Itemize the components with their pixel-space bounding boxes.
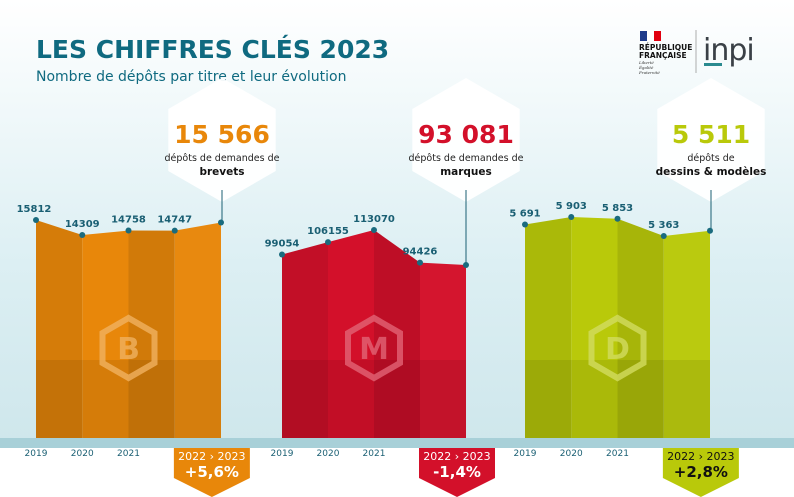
- flag-blue: [640, 31, 647, 41]
- area-shadow: [525, 360, 710, 438]
- flag-white: [647, 31, 654, 41]
- data-point: [171, 227, 178, 234]
- year-label: 2021: [117, 449, 140, 459]
- data-point: [125, 227, 132, 234]
- motto-2: Égalité: [638, 65, 654, 70]
- data-label: 113070: [353, 214, 395, 225]
- letter-d-icon: D: [605, 332, 630, 367]
- data-label: 14747: [157, 215, 192, 226]
- data-point: [707, 227, 713, 234]
- data-point: [371, 227, 377, 233]
- page-subtitle: Nombre de dépôts par titre et leur évolu…: [36, 69, 346, 85]
- data-label: 5 903: [556, 201, 587, 212]
- area-segment: [282, 242, 328, 438]
- data-point: [279, 251, 285, 258]
- data-point: [33, 217, 39, 223]
- callout-hexagon: [412, 78, 520, 202]
- letter-hexagon-icon: [345, 314, 403, 382]
- year-label: 2020: [560, 449, 583, 459]
- data-point: [522, 221, 528, 228]
- data-label: 106155: [307, 226, 349, 237]
- area-segment: [174, 222, 221, 438]
- baseline-strip: [0, 438, 794, 448]
- callout-hexagon: [168, 78, 276, 202]
- change-badge: [419, 448, 495, 497]
- year-label: 2021: [363, 449, 386, 459]
- headline-caption-bold: dessins & modèles: [656, 166, 767, 178]
- data-label: 15812: [17, 204, 52, 215]
- change-percent: +2,8%: [674, 463, 728, 481]
- charts: 15 566 dépôts de demandes de brevets B 15812…: [17, 78, 766, 497]
- headline-caption: dépôts de: [687, 153, 734, 164]
- year-label: 2020: [317, 449, 340, 459]
- data-point: [614, 215, 621, 222]
- data-point: [660, 233, 667, 239]
- motto-3: Fraternité: [638, 70, 660, 75]
- headline-value: 15 566: [174, 120, 270, 149]
- inpi-text: inpi: [703, 33, 754, 68]
- letter-m-icon: M: [359, 332, 389, 367]
- data-label: 99054: [265, 239, 300, 250]
- data-point: [463, 262, 469, 268]
- data-point: [417, 259, 423, 266]
- data-point: [79, 232, 86, 238]
- headline-value: 5 511: [672, 120, 750, 149]
- area-segment: [36, 220, 83, 438]
- area-segment: [663, 230, 710, 438]
- letter-hexagon-icon: [588, 314, 647, 382]
- inpi-logo: inpi: [703, 33, 755, 68]
- change-badge: [173, 448, 250, 497]
- year-label: 2020: [71, 449, 94, 459]
- year-label: 2019: [514, 449, 537, 459]
- change-percent: -1,4%: [433, 463, 481, 481]
- data-point: [568, 214, 575, 220]
- data-label: 94426: [403, 247, 438, 258]
- callout-hexagon: [657, 78, 765, 202]
- data-label: 14309: [65, 219, 100, 230]
- area-segment: [525, 217, 572, 438]
- data-label: 5 691: [509, 208, 540, 219]
- headline-caption: dépôts de demandes de: [409, 153, 524, 164]
- change-period: 2022 › 2023: [423, 450, 490, 463]
- letter-hexagon-icon: [99, 314, 158, 382]
- change-badge: [662, 448, 739, 497]
- motto-1: Liberté: [638, 60, 654, 65]
- flag-red: [654, 31, 661, 41]
- logo-text-line2: FRANÇAISE: [639, 51, 687, 60]
- headline-caption-bold: brevets: [199, 166, 244, 178]
- republique-francaise-logo: RÉPUBLIQUE FRANÇAISE Liberté Égalité Fra…: [638, 31, 692, 75]
- change-period: 2022 › 2023: [178, 450, 245, 463]
- headline-value: 93 081: [418, 120, 514, 149]
- year-label: 2019: [25, 449, 48, 459]
- headline-caption: dépôts de demandes de: [165, 153, 280, 164]
- data-label: 5 853: [602, 203, 633, 214]
- area-shadow: [282, 360, 466, 438]
- headline-caption-bold: marques: [440, 166, 492, 178]
- data-point: [325, 239, 331, 246]
- change-percent: +5,6%: [185, 463, 239, 481]
- year-label: 2019: [271, 449, 294, 459]
- chart-dessins: 5 511 dépôts de dessins & modèles D 5 691 201…: [509, 78, 766, 497]
- letter-b-icon: B: [117, 332, 140, 367]
- logo-text-line1: RÉPUBLIQUE: [639, 43, 692, 52]
- footer-background: [0, 448, 794, 497]
- chart-marques: 93 081 dépôts de demandes de marques M 99054…: [265, 78, 524, 497]
- data-point: [218, 219, 224, 226]
- data-label: 14758: [111, 215, 146, 226]
- area-shadow: [36, 360, 221, 438]
- chart-brevets: 15 566 dépôts de demandes de brevets B 15812…: [17, 78, 280, 497]
- area-segment: [420, 262, 466, 438]
- change-period: 2022 › 2023: [667, 450, 734, 463]
- year-label: 2021: [606, 449, 629, 459]
- inpi-underline: [704, 63, 722, 66]
- data-label: 5 363: [648, 220, 679, 231]
- area-segment: [571, 217, 618, 438]
- page-title: LES CHIFFRES CLÉS 2023: [36, 35, 389, 64]
